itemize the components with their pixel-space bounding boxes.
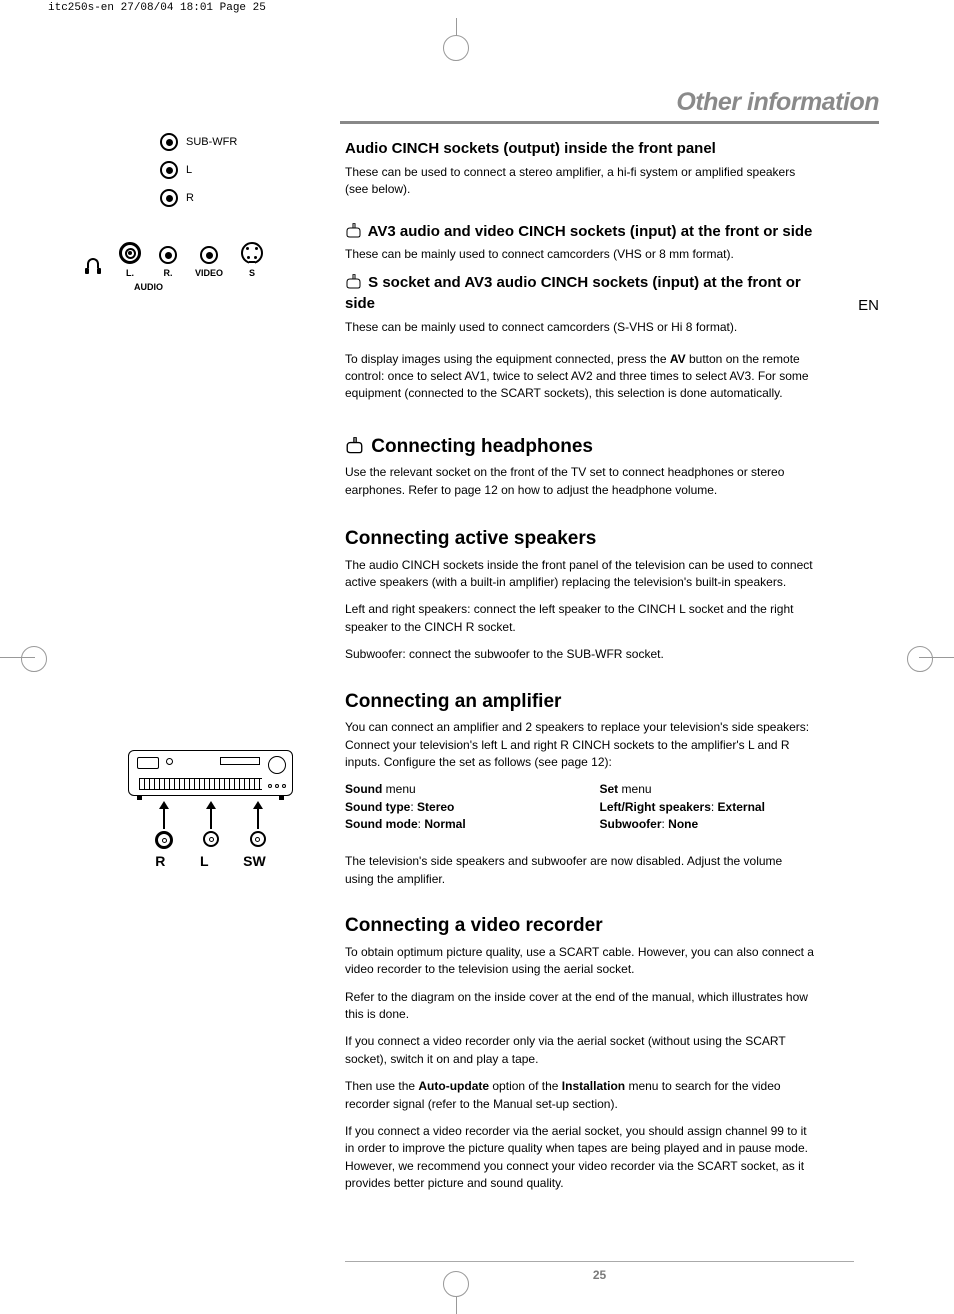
jack-icon xyxy=(200,246,218,264)
body-text: Use the relevant socket on the front of … xyxy=(345,464,814,499)
heading: Audio CINCH sockets (output) inside the … xyxy=(345,138,814,160)
body-text: These can be mainly used to connect camc… xyxy=(345,246,814,263)
crop-mark-bottom xyxy=(426,1284,486,1314)
section-headphones: Connecting headphones Use the relevant s… xyxy=(345,433,814,499)
body-text: Subwoofer: connect the subwoofer to the … xyxy=(345,646,814,663)
main-content: Audio CINCH sockets (output) inside the … xyxy=(345,138,814,1214)
heading-text: AV3 audio and video CINCH sockets (input… xyxy=(368,223,813,240)
crop-mark-right xyxy=(919,657,954,659)
crop-mark-top xyxy=(426,18,486,48)
jack-label: SUB-WFR xyxy=(186,136,237,148)
body-text: These can be used to connect a stereo am… xyxy=(345,164,814,199)
jack-icon xyxy=(155,831,173,849)
arrow-up-icon xyxy=(158,801,170,829)
arrow-up-icon xyxy=(252,801,264,829)
jack-icon xyxy=(160,161,178,179)
language-tag: EN xyxy=(858,297,879,314)
amplifier-box xyxy=(128,750,293,796)
cinch-output-diagram: SUB-WFR L R xyxy=(160,128,310,212)
section-header-text: Other information xyxy=(676,88,879,116)
body-text: The television's side speakers and subwo… xyxy=(345,853,814,888)
amp-label: SW xyxy=(243,853,266,869)
hand-point-icon xyxy=(345,274,362,289)
page-number: 25 xyxy=(345,1261,854,1282)
svideo-icon xyxy=(241,242,263,264)
section-audio-cinch-out: Audio CINCH sockets (output) inside the … xyxy=(345,138,814,199)
left-diagrams: SUB-WFR L R L. R. VIDEO S AUDIO xyxy=(90,128,310,292)
audio-group-label: AUDIO xyxy=(134,282,310,292)
arrow-up-icon xyxy=(205,801,217,829)
jack-icon xyxy=(250,831,266,847)
fp-label: L. xyxy=(126,268,134,278)
body-text: If you connect a video recorder via the … xyxy=(345,1123,814,1193)
heading: Connecting an amplifier xyxy=(345,688,814,716)
jack-icon xyxy=(160,189,178,207)
heading: Connecting a video recorder xyxy=(345,912,814,940)
amp-label: L xyxy=(200,853,209,869)
settings-col-right: Set menu Left/Right speakers: External S… xyxy=(600,781,815,833)
body-text: The audio CINCH sockets inside the front… xyxy=(345,557,814,592)
jack-label: R xyxy=(186,192,194,204)
body-text: Refer to the diagram on the inside cover… xyxy=(345,989,814,1024)
section-amplifier: Connecting an amplifier You can connect … xyxy=(345,688,814,889)
print-slug: itc250s-en 27/08/04 18:01 Page 25 xyxy=(48,2,266,14)
heading: S socket and AV3 audio CINCH sockets (in… xyxy=(345,272,814,316)
body-text: These can be mainly used to connect camc… xyxy=(345,319,814,336)
jack-icon xyxy=(159,246,177,264)
hand-point-icon xyxy=(345,435,364,452)
jack-icon xyxy=(203,831,219,847)
fp-label: VIDEO xyxy=(195,268,223,278)
settings-col-left: Sound menu Sound type: Stereo Sound mode… xyxy=(345,781,560,833)
heading-text: Connecting headphones xyxy=(371,436,593,457)
front-panel-diagram: L. R. VIDEO S xyxy=(85,242,310,278)
heading: AV3 audio and video CINCH sockets (input… xyxy=(345,221,814,243)
jack-label: L xyxy=(186,164,192,176)
heading: Connecting headphones xyxy=(345,433,814,461)
body-text: You can connect an amplifier and 2 speak… xyxy=(345,719,814,771)
amp-label: R xyxy=(155,853,165,869)
headphone-icon xyxy=(85,258,101,274)
body-text: To obtain optimum picture quality, use a… xyxy=(345,944,814,979)
section-s-socket: S socket and AV3 audio CINCH sockets (in… xyxy=(345,272,814,403)
body-text: Then use the Auto-update option of the I… xyxy=(345,1078,814,1113)
jack-icon xyxy=(160,133,178,151)
section-active-speakers: Connecting active speakers The audio CIN… xyxy=(345,525,814,664)
heading: Connecting active speakers xyxy=(345,525,814,553)
section-av3-cinch: AV3 audio and video CINCH sockets (input… xyxy=(345,221,814,264)
hand-point-icon xyxy=(345,223,362,238)
body-text: Left and right speakers: connect the lef… xyxy=(345,601,814,636)
settings-columns: Sound menu Sound type: Stereo Sound mode… xyxy=(345,781,814,833)
section-header: Other information xyxy=(340,88,879,124)
amplifier-diagram: R L SW xyxy=(128,750,293,869)
fp-label: S xyxy=(249,268,255,278)
section-video-recorder: Connecting a video recorder To obtain op… xyxy=(345,912,814,1192)
fp-label: R. xyxy=(164,268,173,278)
jack-icon xyxy=(119,242,141,264)
heading-text: S socket and AV3 audio CINCH sockets (in… xyxy=(345,274,801,313)
body-text: To display images using the equipment co… xyxy=(345,351,814,403)
crop-mark-left xyxy=(0,657,35,659)
body-text: If you connect a video recorder only via… xyxy=(345,1033,814,1068)
